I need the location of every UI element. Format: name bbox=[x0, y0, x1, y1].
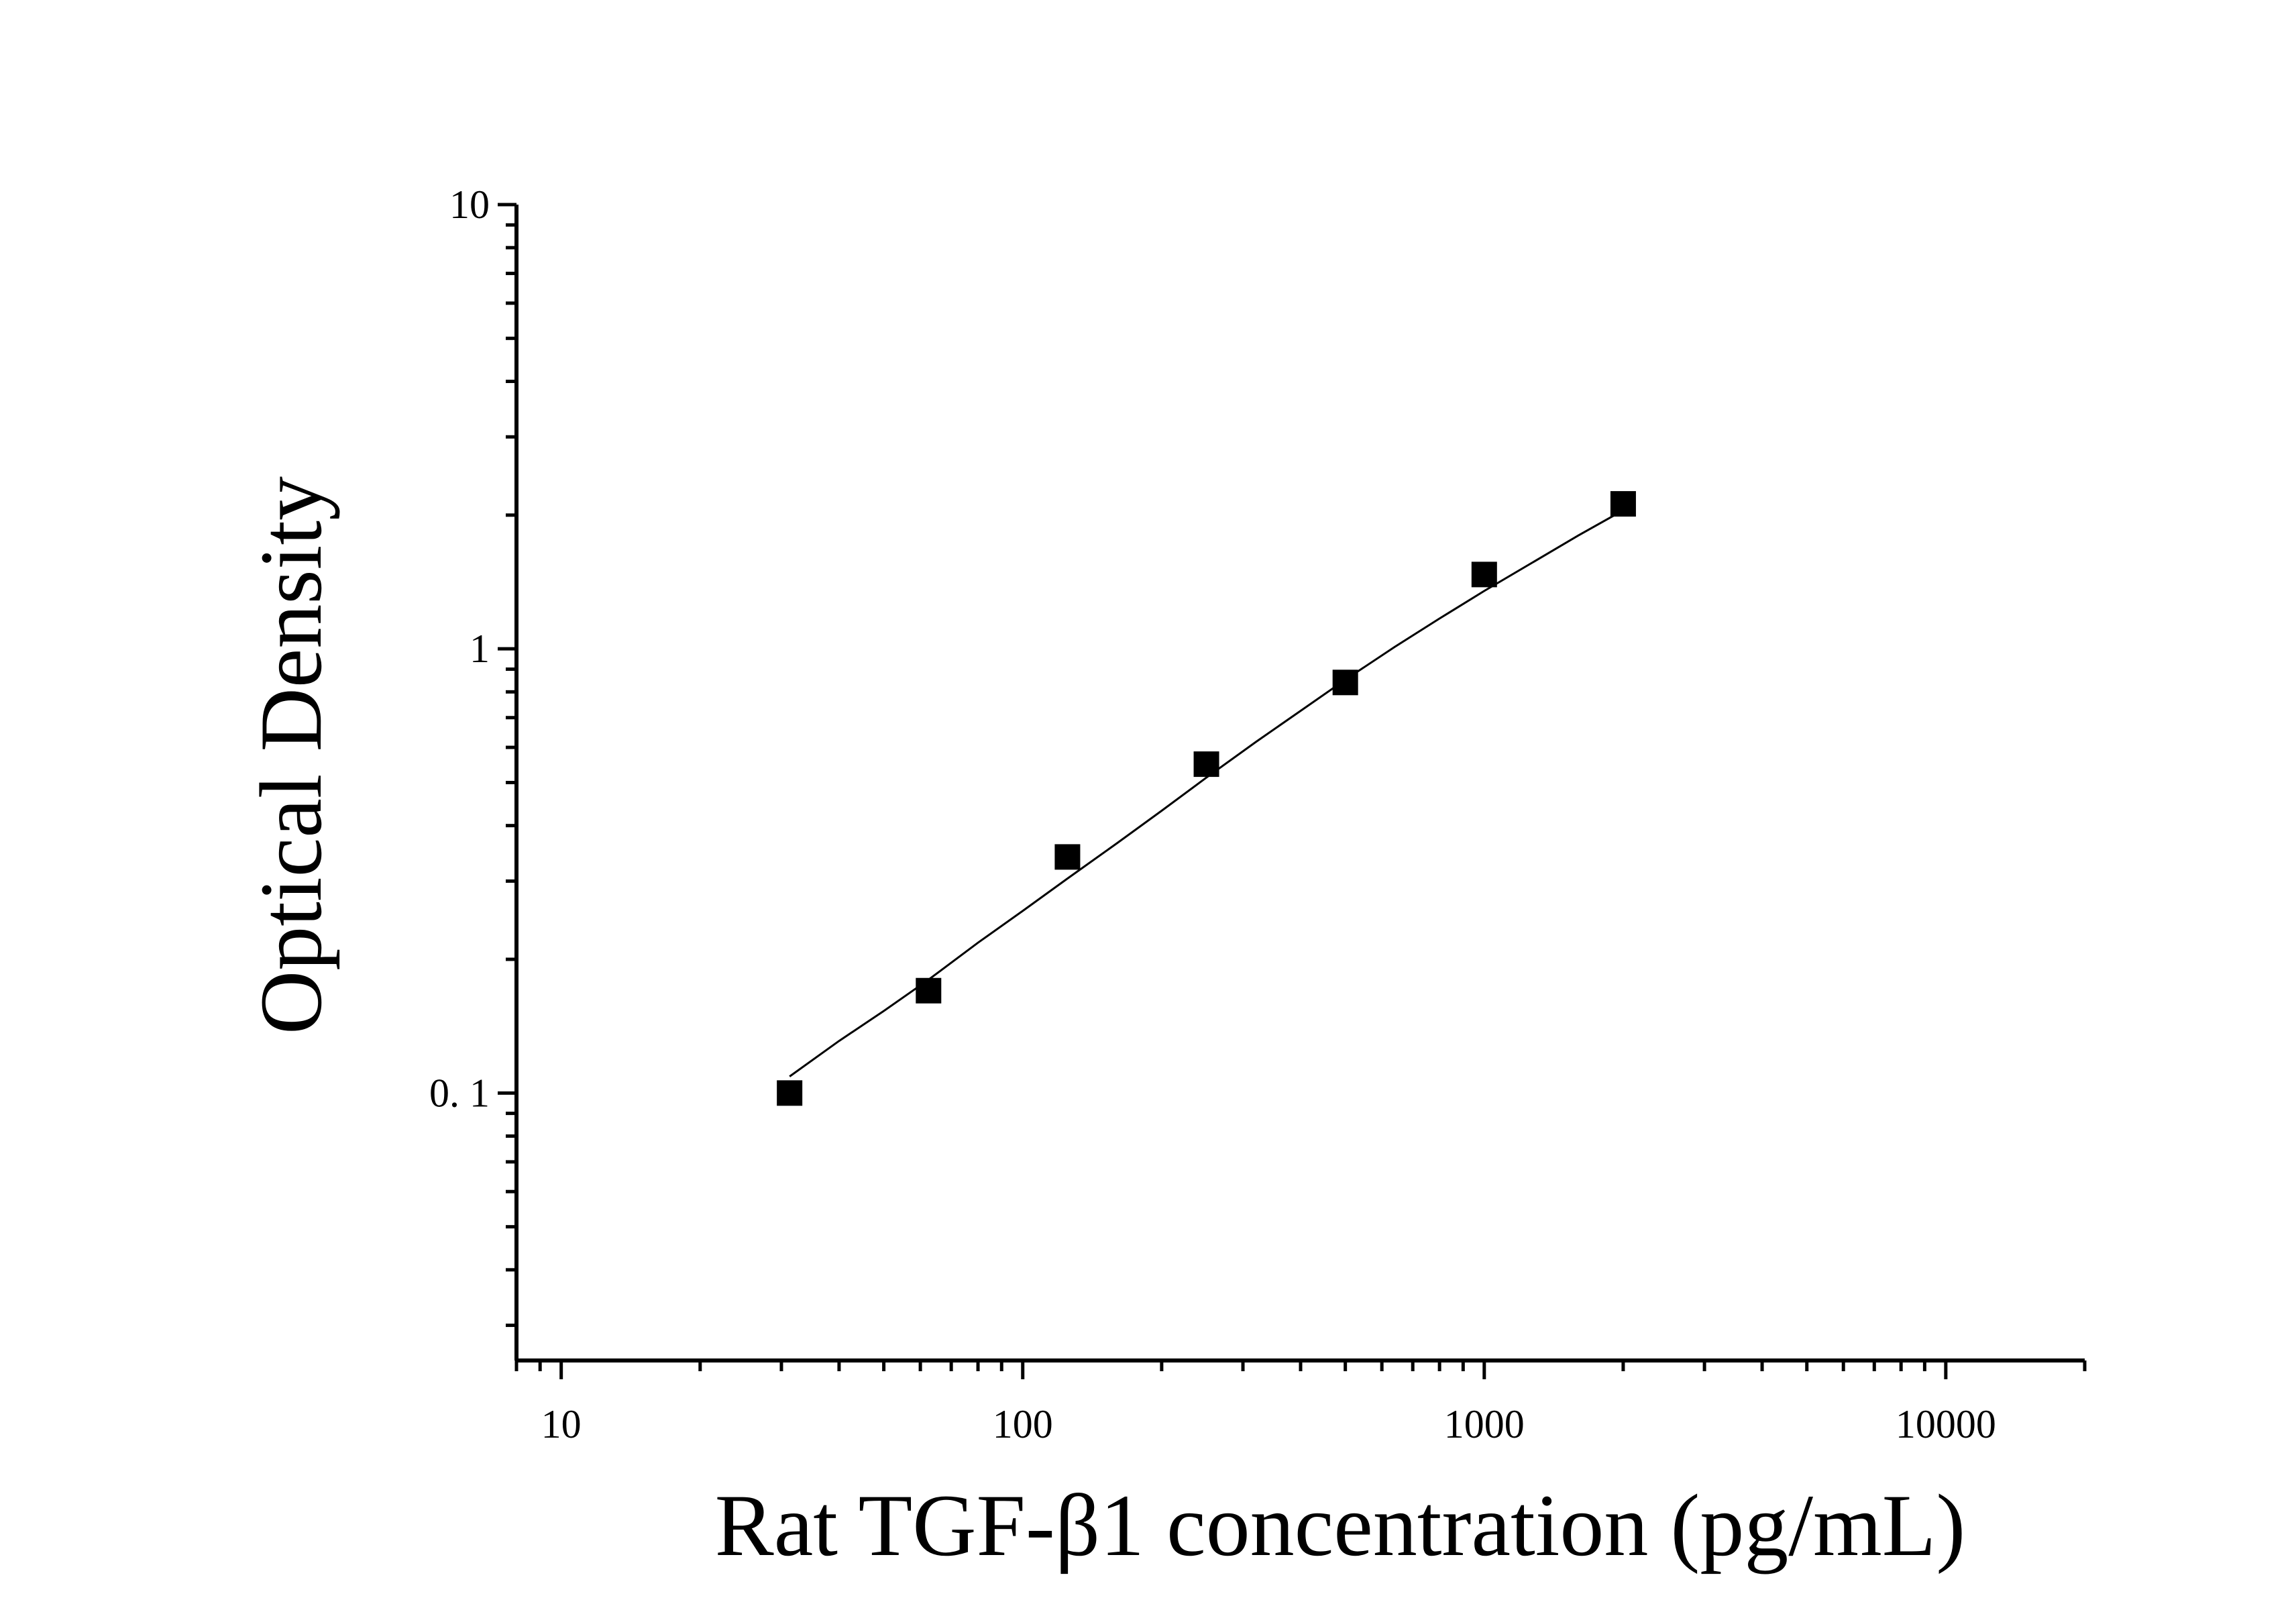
y-tick-label: 10 bbox=[449, 182, 490, 227]
fit-curve-layer bbox=[789, 509, 1624, 1077]
x-tick-label: 10000 bbox=[1896, 1402, 1996, 1446]
x-axis-title: Rat TGF-β1 concentration (pg/mL) bbox=[715, 1476, 1966, 1574]
x-tick-label: 10 bbox=[541, 1402, 582, 1446]
y-tick-label: 0. 1 bbox=[429, 1071, 490, 1115]
axes: 0. 1 1 10 10 100 1000 10000 bbox=[429, 182, 2087, 1446]
fit-curve bbox=[789, 509, 1624, 1077]
data-point bbox=[1332, 670, 1358, 696]
data-point bbox=[1193, 751, 1219, 778]
data-point bbox=[1471, 562, 1497, 588]
x-tick-label: 1000 bbox=[1444, 1402, 1525, 1446]
y-axis-title: Optical Density bbox=[241, 476, 340, 1034]
y-tick-label: 1 bbox=[470, 627, 490, 671]
data-point bbox=[777, 1080, 803, 1106]
data-points-layer bbox=[777, 491, 1636, 1106]
data-point bbox=[1610, 491, 1636, 517]
x-tick-label: 100 bbox=[993, 1402, 1053, 1446]
data-point bbox=[1054, 844, 1081, 870]
data-point bbox=[916, 977, 942, 1004]
